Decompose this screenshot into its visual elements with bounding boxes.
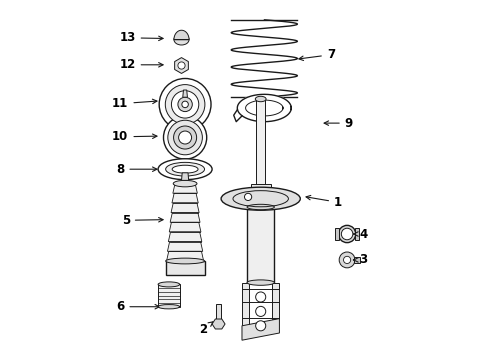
Polygon shape [170, 213, 200, 222]
Polygon shape [172, 193, 198, 203]
Circle shape [341, 228, 352, 240]
Circle shape [159, 78, 211, 130]
Text: 9: 9 [324, 117, 352, 130]
Circle shape [178, 97, 192, 112]
Circle shape [163, 116, 206, 159]
Polygon shape [353, 257, 359, 263]
Text: 5: 5 [122, 214, 163, 227]
Ellipse shape [246, 204, 274, 210]
Polygon shape [168, 232, 202, 242]
Ellipse shape [158, 305, 179, 309]
Circle shape [255, 292, 265, 302]
Circle shape [255, 321, 265, 331]
Text: 7: 7 [298, 48, 334, 61]
Polygon shape [242, 283, 249, 326]
Text: 11: 11 [112, 97, 157, 110]
Ellipse shape [255, 96, 265, 102]
Circle shape [165, 85, 204, 124]
Polygon shape [172, 184, 197, 193]
Polygon shape [169, 222, 201, 232]
Text: 8: 8 [116, 163, 157, 176]
Ellipse shape [246, 280, 274, 285]
Polygon shape [272, 283, 279, 319]
Polygon shape [250, 184, 270, 202]
Polygon shape [165, 261, 204, 275]
Text: 1: 1 [305, 195, 342, 209]
Polygon shape [334, 228, 339, 240]
Polygon shape [237, 94, 291, 122]
Text: 13: 13 [119, 31, 163, 44]
Polygon shape [158, 284, 179, 307]
Polygon shape [167, 242, 203, 251]
Ellipse shape [165, 258, 204, 264]
Ellipse shape [173, 180, 197, 187]
Polygon shape [246, 207, 274, 283]
Polygon shape [354, 228, 359, 240]
Polygon shape [181, 173, 188, 180]
Ellipse shape [165, 162, 204, 176]
Polygon shape [174, 58, 188, 73]
Polygon shape [174, 30, 189, 40]
Text: 10: 10 [112, 130, 157, 143]
Text: 2: 2 [199, 322, 212, 336]
Circle shape [182, 101, 188, 108]
Circle shape [244, 193, 251, 201]
Circle shape [167, 120, 202, 155]
Circle shape [255, 306, 265, 316]
Polygon shape [171, 203, 199, 213]
Polygon shape [183, 90, 187, 97]
Polygon shape [242, 319, 279, 340]
Ellipse shape [338, 225, 355, 243]
Circle shape [171, 91, 199, 118]
Ellipse shape [158, 282, 179, 287]
Circle shape [343, 256, 350, 264]
Circle shape [173, 126, 196, 149]
Ellipse shape [174, 34, 189, 45]
Polygon shape [256, 99, 264, 184]
Circle shape [339, 252, 354, 268]
Text: 3: 3 [353, 253, 366, 266]
Circle shape [178, 62, 185, 69]
Polygon shape [212, 319, 224, 329]
Ellipse shape [172, 165, 198, 173]
Ellipse shape [158, 159, 212, 180]
Text: 6: 6 [116, 300, 159, 313]
Polygon shape [216, 304, 220, 324]
Circle shape [178, 131, 191, 144]
Text: 4: 4 [353, 228, 366, 240]
Text: 12: 12 [119, 58, 163, 71]
Ellipse shape [221, 187, 300, 210]
Polygon shape [166, 251, 203, 261]
